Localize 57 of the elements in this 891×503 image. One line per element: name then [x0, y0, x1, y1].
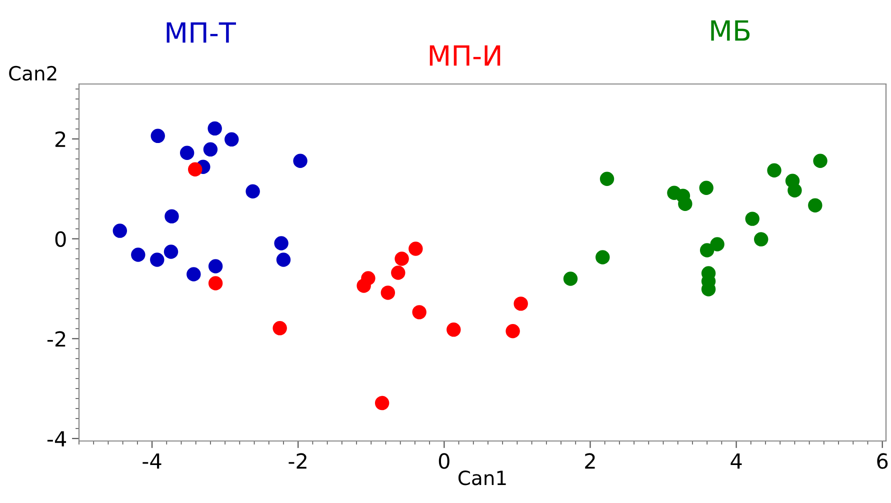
y-tick-label: 2: [55, 131, 66, 147]
point: [150, 128, 165, 144]
point: [700, 243, 714, 258]
point: [678, 196, 692, 211]
point: [150, 252, 164, 267]
point: [208, 276, 223, 290]
point: [164, 244, 178, 259]
point: [188, 162, 202, 176]
point: [710, 237, 724, 252]
x-tick-label: 2: [585, 453, 595, 469]
point: [272, 321, 287, 336]
point: [394, 252, 409, 266]
point: [596, 250, 610, 264]
point: [600, 172, 614, 186]
point: [745, 212, 760, 226]
y-tick-label: -4: [47, 431, 66, 446]
text: МП-Т: [166, 22, 236, 43]
point: [356, 278, 371, 293]
point: [506, 324, 520, 338]
point: [514, 296, 528, 311]
point: [788, 183, 802, 198]
y-axis-title: Can2: [9, 66, 56, 81]
point: [808, 198, 822, 212]
y-tick-label: -2: [47, 331, 66, 347]
point: [131, 248, 146, 262]
x-tick-label: 4: [730, 453, 742, 469]
text: МП-И: [430, 45, 500, 66]
point: [391, 266, 406, 280]
point: [412, 305, 426, 320]
point: [274, 236, 288, 250]
point: [186, 267, 201, 282]
text: МБ: [711, 20, 750, 41]
point: [767, 163, 782, 178]
point: [754, 232, 768, 246]
point: [208, 259, 223, 274]
point: [699, 180, 714, 195]
point: [224, 132, 239, 147]
x-tick-label: 6: [877, 453, 888, 469]
point: [563, 272, 578, 286]
x-tick-label: -2: [288, 453, 306, 469]
point: [374, 396, 390, 410]
x-axis-title: Can1: [458, 470, 506, 486]
y-tick-label: 0: [55, 231, 66, 247]
point: [246, 184, 260, 198]
point: [276, 252, 291, 267]
point: [164, 209, 179, 224]
point: [446, 322, 461, 337]
point: [203, 142, 218, 157]
x-tick-label: 0: [438, 453, 450, 469]
x-tick-label: -4: [142, 453, 162, 469]
point: [208, 121, 222, 136]
point: [293, 154, 308, 168]
point: [408, 242, 423, 256]
point: [180, 146, 194, 160]
point: [813, 154, 828, 168]
point: [380, 286, 396, 300]
point: [112, 224, 128, 238]
